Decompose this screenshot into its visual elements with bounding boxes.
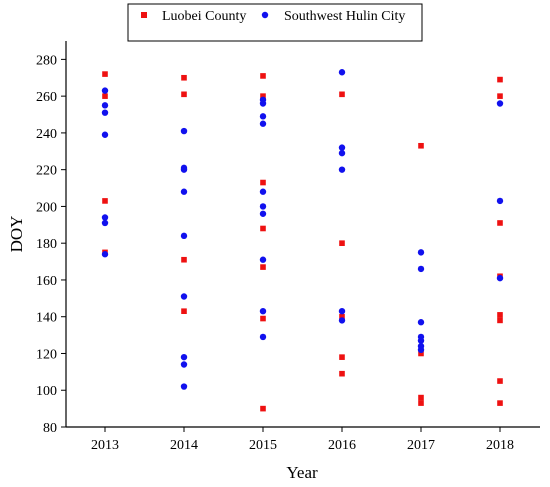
data-point-luobei	[418, 142, 424, 149]
data-point-hulin	[180, 361, 188, 368]
data-point-hulin	[101, 109, 109, 116]
data-point-luobei	[260, 264, 266, 270]
data-point-hulin	[259, 256, 267, 263]
legend-box	[127, 3, 423, 42]
data-point-hulin	[417, 319, 425, 326]
data-point-luobei	[260, 73, 266, 79]
data-point-luobei	[497, 76, 503, 83]
y-tick-label: 160	[36, 274, 57, 289]
data-point-luobei	[418, 394, 424, 401]
x-axis-title: Year	[286, 463, 318, 482]
data-point-hulin	[101, 214, 109, 221]
data-point-hulin	[259, 120, 267, 127]
y-tick-label: 180	[36, 237, 57, 252]
data-point-hulin	[417, 265, 425, 273]
data-point-luobei	[102, 198, 108, 204]
y-tick-label: 80	[43, 421, 57, 436]
data-point-hulin	[417, 346, 425, 353]
y-tick-label: 280	[36, 53, 57, 68]
data-point-hulin	[101, 102, 109, 109]
legend-label-hulin: Southwest Hulin City	[284, 9, 405, 24]
y-tick-label: 120	[36, 347, 57, 362]
data-point-hulin	[101, 219, 109, 227]
data-point-hulin	[259, 203, 267, 210]
y-tick-label: 260	[36, 90, 57, 105]
y-tick-label: 100	[36, 384, 57, 399]
y-axis-title: DOY	[7, 216, 26, 253]
data-point-hulin	[496, 274, 504, 282]
data-point-hulin	[338, 317, 346, 324]
y-tick-label: 140	[36, 311, 57, 326]
data-point-luobei	[418, 350, 424, 357]
data-point-luobei	[497, 400, 503, 406]
x-tick-label: 2016	[328, 438, 356, 453]
data-point-luobei	[260, 179, 266, 186]
legend-label-luobei: Luobei County	[162, 9, 246, 24]
data-point-hulin	[180, 188, 188, 195]
data-point-luobei	[260, 405, 266, 412]
data-point-hulin	[259, 188, 267, 195]
data-point-luobei	[260, 93, 266, 99]
y-tick-label: 240	[36, 127, 57, 142]
data-point-luobei	[181, 91, 187, 98]
data-point-hulin	[496, 100, 504, 107]
legend-marker-luobei	[141, 12, 147, 18]
x-tick-label: 2017	[407, 438, 435, 453]
x-tick-label: 2015	[249, 438, 277, 453]
data-point-luobei	[339, 354, 345, 360]
data-point-hulin	[259, 100, 267, 107]
data-point-hulin	[101, 131, 109, 138]
data-point-hulin	[180, 232, 188, 240]
data-point-hulin	[338, 144, 346, 151]
data-point-luobei	[181, 256, 187, 263]
data-point-luobei	[497, 378, 503, 384]
data-point-luobei	[497, 220, 503, 226]
legend: Luobei County Southwest Hulin City	[127, 3, 423, 42]
x-axis-ticks: 2013 2014 2015 2016 2017 2018	[91, 427, 514, 453]
x-tick-label: 2013	[91, 438, 119, 453]
y-axis-ticks: 80 100 120 140 160 180 200 220 240 260 280	[36, 53, 66, 436]
data-point-luobei	[339, 313, 345, 320]
data-point-luobei	[497, 93, 503, 99]
data-point-hulin	[180, 293, 188, 300]
data-point-hulin	[259, 210, 267, 217]
data-point-luobei	[102, 93, 108, 99]
data-point-hulin	[338, 308, 346, 315]
data-point-luobei	[497, 317, 503, 324]
data-point-luobei	[260, 315, 266, 322]
y-tick-label: 200	[36, 200, 57, 215]
data-point-luobei	[418, 400, 424, 406]
data-points	[101, 69, 504, 412]
x-tick-label: 2014	[170, 438, 198, 453]
data-point-luobei	[260, 225, 266, 232]
x-tick-label: 2018	[486, 438, 514, 453]
data-point-hulin	[180, 353, 188, 361]
data-point-hulin	[180, 127, 188, 135]
data-point-luobei	[339, 240, 345, 246]
data-point-luobei	[339, 370, 345, 377]
data-point-luobei	[181, 308, 187, 314]
y-tick-label: 220	[36, 164, 57, 179]
data-point-hulin	[259, 113, 267, 120]
data-point-hulin	[338, 149, 346, 157]
data-point-luobei	[339, 91, 345, 98]
data-point-hulin	[417, 337, 425, 344]
data-point-hulin	[180, 166, 188, 173]
data-point-luobei	[181, 74, 187, 81]
data-point-hulin	[259, 308, 267, 315]
legend-marker-hulin	[261, 11, 269, 19]
data-point-hulin	[338, 166, 346, 173]
data-point-hulin	[417, 249, 425, 256]
data-point-hulin	[338, 69, 346, 76]
data-point-hulin	[259, 333, 267, 341]
data-point-hulin	[101, 251, 109, 258]
data-point-hulin	[101, 87, 109, 94]
data-point-luobei	[497, 312, 503, 318]
data-point-luobei	[102, 71, 108, 77]
data-point-hulin	[180, 383, 188, 390]
data-point-hulin	[496, 197, 504, 205]
plot-frame	[65, 41, 540, 428]
